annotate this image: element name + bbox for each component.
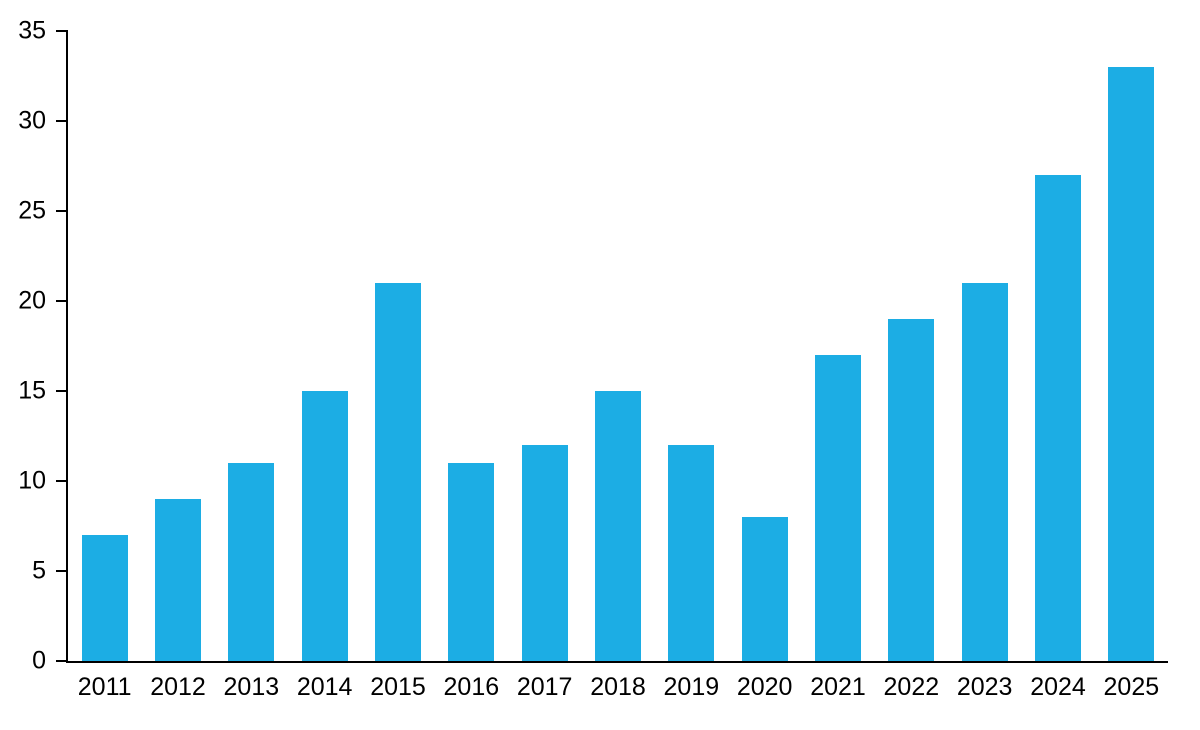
x-axis-category-label: 2024 bbox=[1030, 673, 1086, 701]
y-axis-tick-label: 25 bbox=[18, 196, 46, 225]
x-axis-category-label: 2013 bbox=[223, 673, 280, 701]
y-axis-tick bbox=[56, 390, 68, 392]
y-axis-tick-label: 10 bbox=[18, 466, 46, 495]
x-axis-category-label: 2025 bbox=[1103, 673, 1160, 701]
bar bbox=[81, 535, 128, 661]
y-axis-tick-label: 15 bbox=[18, 376, 46, 405]
bar bbox=[815, 355, 861, 661]
bar bbox=[448, 463, 495, 661]
x-axis-category-label: 2017 bbox=[516, 673, 573, 701]
bar bbox=[961, 283, 1008, 661]
y-axis-tick-label: 35 bbox=[18, 16, 46, 45]
x-axis-category-label: 2015 bbox=[370, 673, 426, 701]
bar bbox=[1035, 175, 1081, 661]
x-axis-category-label: 2014 bbox=[296, 673, 353, 701]
bar bbox=[1108, 67, 1155, 661]
bar bbox=[888, 319, 935, 661]
y-axis-tick bbox=[56, 570, 68, 572]
y-axis-tick bbox=[56, 30, 68, 32]
y-axis-tick-label: 20 bbox=[18, 286, 46, 315]
y-axis-tick bbox=[56, 480, 68, 482]
y-axis-tick bbox=[56, 660, 68, 662]
y-axis-tick-label: 0 bbox=[32, 646, 46, 675]
y-axis-tick-label: 30 bbox=[18, 106, 46, 135]
bar bbox=[375, 283, 421, 661]
plot-area: 0 5 10 15 20 25 30 35 2011 2012 2013 2014 2015 2016 2… bbox=[18, 18, 1168, 700]
y-axis-tick bbox=[56, 300, 68, 302]
y-axis-tick-label: 5 bbox=[32, 556, 46, 585]
bar bbox=[155, 499, 201, 661]
x-axis-category-label: 2016 bbox=[443, 673, 500, 701]
x-axis-category-label: 2019 bbox=[663, 673, 720, 701]
x-axis-category-label: 2011 bbox=[77, 673, 132, 701]
bar bbox=[668, 445, 715, 661]
bar bbox=[301, 391, 348, 661]
bar bbox=[595, 391, 641, 661]
bar bbox=[521, 445, 568, 661]
x-axis-category-label: 2022 bbox=[883, 673, 940, 701]
x-axis-category-label: 2021 bbox=[810, 673, 866, 701]
bar bbox=[741, 517, 788, 661]
y-axis-tick bbox=[56, 120, 68, 122]
x-axis-category-label: 2012 bbox=[150, 673, 206, 701]
y-axis-tick bbox=[56, 210, 68, 212]
x-axis-category-label: 2020 bbox=[736, 673, 793, 701]
x-axis-category-label: 2018 bbox=[590, 673, 646, 701]
bar bbox=[228, 463, 275, 661]
x-axis-category-label: 2023 bbox=[956, 673, 1013, 701]
